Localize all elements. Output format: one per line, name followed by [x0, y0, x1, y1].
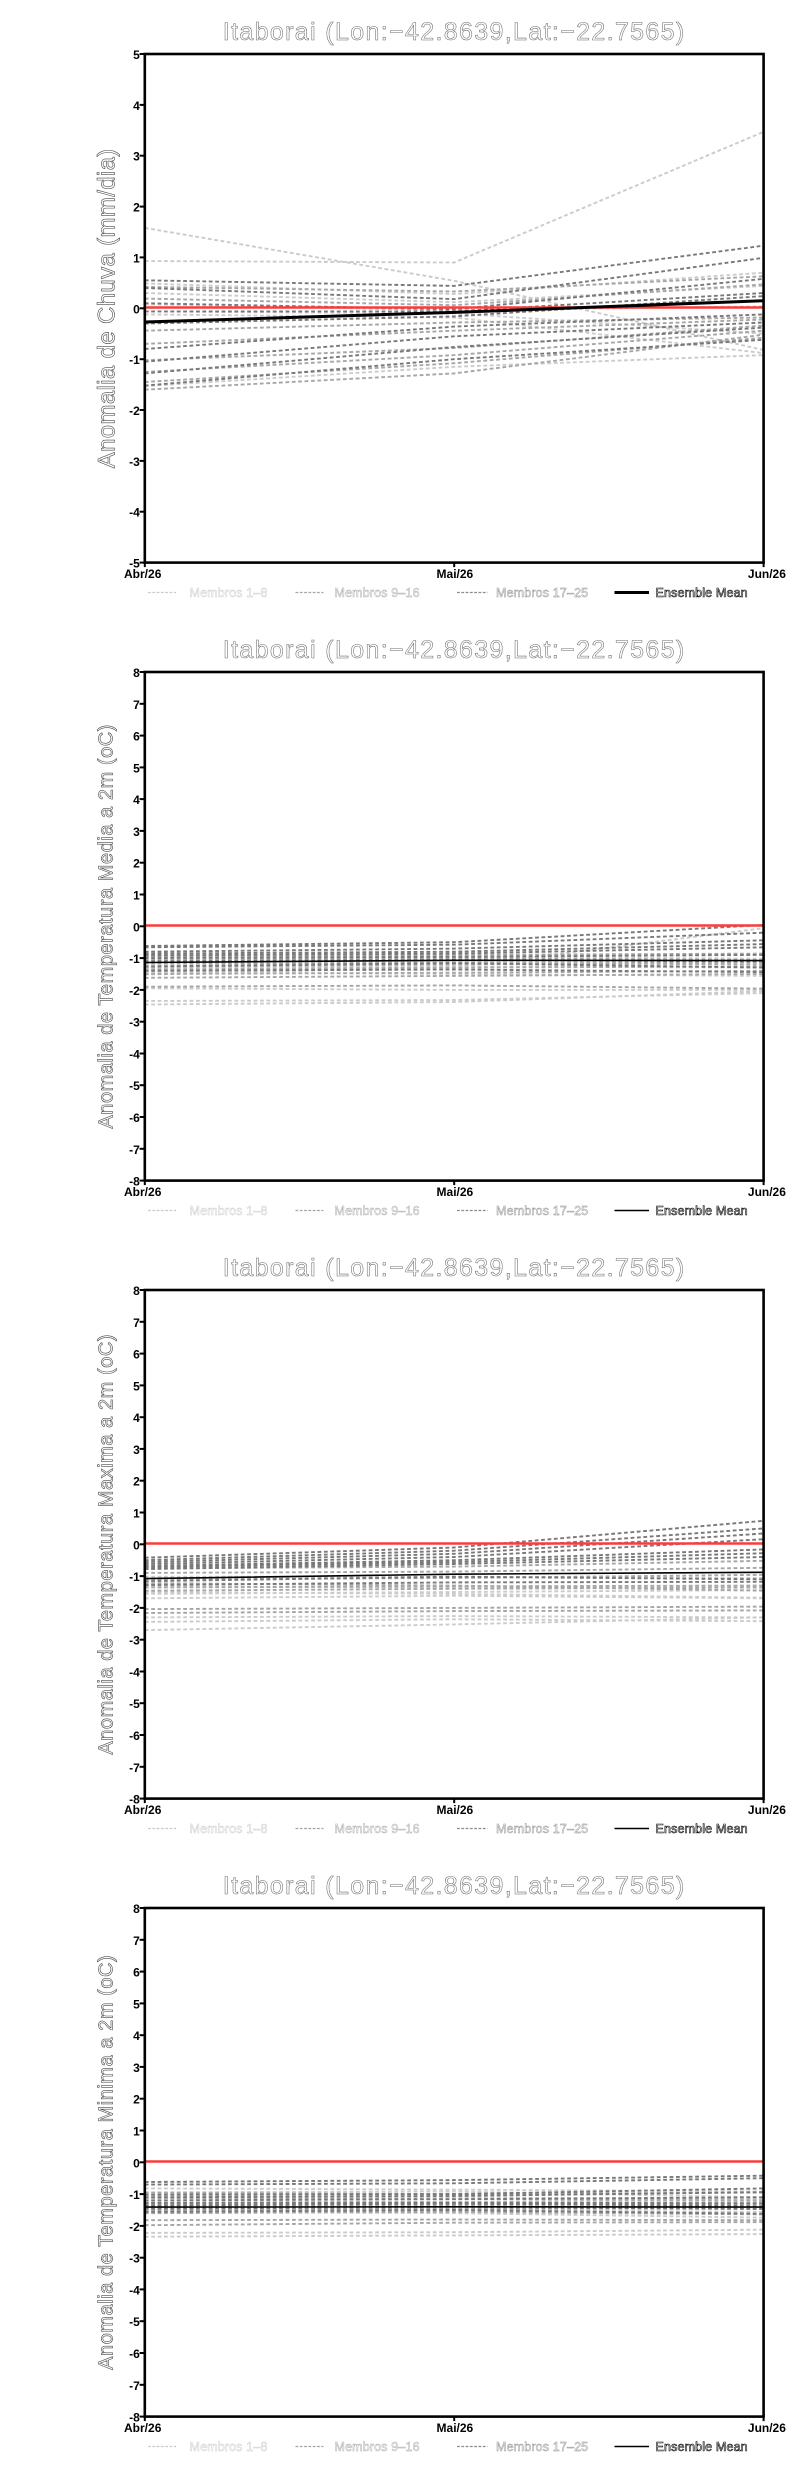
svg-text:7: 7	[133, 1316, 140, 1330]
svg-text:8: 8	[133, 1902, 140, 1916]
svg-text:8: 8	[133, 1284, 140, 1298]
svg-text:5: 5	[133, 1379, 140, 1393]
svg-text:Anomalia de Chuva (mm/dia): Anomalia de Chuva (mm/dia)	[94, 148, 121, 468]
svg-text:Jun/26: Jun/26	[748, 1185, 786, 1199]
svg-text:-5: -5	[129, 1697, 140, 1711]
svg-text:-5: -5	[129, 1079, 140, 1093]
svg-text:7: 7	[133, 698, 140, 712]
svg-text:Membros 9–16: Membros 9–16	[335, 1822, 420, 1836]
svg-text:Membros 9–16: Membros 9–16	[335, 586, 420, 600]
svg-text:0: 0	[133, 1538, 140, 1552]
svg-text:Jun/26: Jun/26	[748, 1803, 786, 1817]
svg-text:8: 8	[133, 666, 140, 680]
svg-text:6: 6	[133, 730, 140, 744]
svg-text:-6: -6	[129, 1111, 140, 1125]
svg-text:Mai/26: Mai/26	[437, 2421, 474, 2435]
svg-text:Ensemble Mean: Ensemble Mean	[656, 586, 748, 600]
svg-text:0: 0	[133, 920, 140, 934]
svg-text:1: 1	[133, 251, 140, 265]
svg-text:-2: -2	[129, 404, 140, 418]
svg-text:2: 2	[133, 1475, 140, 1489]
svg-text:6: 6	[133, 1966, 140, 1980]
svg-text:Membros 1–8: Membros 1–8	[190, 1822, 268, 1836]
svg-text:-3: -3	[129, 455, 140, 469]
svg-text:5: 5	[133, 48, 140, 62]
svg-text:Itaborai (Lon:−42.8639,Lat:−22: Itaborai (Lon:−42.8639,Lat:−22.7565)	[223, 18, 686, 46]
svg-text:4: 4	[133, 2029, 140, 2043]
svg-text:-7: -7	[129, 1761, 140, 1775]
svg-text:Anomalia de Temperatura Minima: Anomalia de Temperatura Minima a 2m (oC)	[96, 1955, 118, 2370]
svg-text:Jun/26: Jun/26	[748, 2421, 786, 2435]
svg-text:Mai/26: Mai/26	[437, 1185, 474, 1199]
svg-text:5: 5	[133, 761, 140, 775]
svg-text:Itaborai (Lon:−42.8639,Lat:−22: Itaborai (Lon:−42.8639,Lat:−22.7565)	[223, 636, 686, 664]
svg-text:-5: -5	[129, 557, 140, 571]
svg-text:0: 0	[133, 2156, 140, 2170]
svg-text:4: 4	[133, 99, 140, 113]
svg-text:-4: -4	[129, 1666, 140, 1680]
svg-text:Mai/26: Mai/26	[437, 567, 474, 581]
svg-text:-6: -6	[129, 1729, 140, 1743]
svg-text:-4: -4	[129, 1048, 140, 1062]
svg-text:-1: -1	[129, 353, 140, 367]
svg-text:-7: -7	[129, 2379, 140, 2393]
svg-text:-2: -2	[129, 984, 140, 998]
svg-text:Ensemble Mean: Ensemble Mean	[656, 1204, 748, 1218]
svg-text:4: 4	[133, 793, 140, 807]
svg-text:1: 1	[133, 1507, 140, 1521]
svg-text:0: 0	[133, 302, 140, 316]
svg-text:-3: -3	[129, 2252, 140, 2266]
svg-text:2: 2	[133, 201, 140, 215]
svg-text:4: 4	[133, 1411, 140, 1425]
svg-text:5: 5	[133, 1997, 140, 2011]
svg-text:Membros 1–8: Membros 1–8	[190, 1204, 268, 1218]
svg-text:-5: -5	[129, 2315, 140, 2329]
svg-text:Membros 9–16: Membros 9–16	[335, 1204, 420, 1218]
svg-text:-8: -8	[129, 1175, 140, 1189]
svg-text:-4: -4	[129, 2283, 140, 2297]
svg-text:6: 6	[133, 1348, 140, 1362]
svg-text:-1: -1	[129, 1570, 140, 1584]
svg-text:2: 2	[133, 857, 140, 871]
svg-text:2: 2	[133, 2093, 140, 2107]
svg-text:1: 1	[133, 2125, 140, 2139]
svg-text:Mai/26: Mai/26	[437, 1803, 474, 1817]
svg-text:Itaborai (Lon:−42.8639,Lat:−22: Itaborai (Lon:−42.8639,Lat:−22.7565)	[223, 1872, 686, 1900]
svg-text:-8: -8	[129, 1793, 140, 1807]
svg-text:Membros 17–25: Membros 17–25	[496, 1822, 588, 1836]
svg-text:Anomalia de Temperatura Media: Anomalia de Temperatura Media a 2m (oC)	[96, 724, 118, 1129]
svg-text:Membros 17–25: Membros 17–25	[496, 2440, 588, 2454]
svg-text:-6: -6	[129, 2347, 140, 2361]
svg-text:-3: -3	[129, 1634, 140, 1648]
svg-text:Membros 9–16: Membros 9–16	[335, 2440, 420, 2454]
svg-text:3: 3	[133, 150, 140, 164]
svg-text:Membros 17–25: Membros 17–25	[496, 586, 588, 600]
svg-text:Abr/26: Abr/26	[124, 567, 162, 581]
svg-text:Anomalia de Temperatura Maxima: Anomalia de Temperatura Maxima a 2m (oC)	[96, 1334, 118, 1755]
svg-text:-3: -3	[129, 1016, 140, 1030]
svg-text:3: 3	[133, 825, 140, 839]
svg-text:-2: -2	[129, 1602, 140, 1616]
svg-text:1: 1	[133, 889, 140, 903]
svg-text:-7: -7	[129, 1143, 140, 1157]
svg-text:-1: -1	[129, 952, 140, 966]
svg-text:-1: -1	[129, 2188, 140, 2202]
svg-text:Ensemble Mean: Ensemble Mean	[656, 2440, 748, 2454]
svg-text:-2: -2	[129, 2220, 140, 2234]
svg-text:-8: -8	[129, 2411, 140, 2425]
svg-text:7: 7	[133, 1934, 140, 1948]
svg-text:Membros 1–8: Membros 1–8	[190, 586, 268, 600]
svg-text:3: 3	[133, 2061, 140, 2075]
svg-text:Abr/26: Abr/26	[124, 1803, 162, 1817]
svg-text:-4: -4	[129, 506, 140, 520]
svg-text:Itaborai (Lon:−42.8639,Lat:−22: Itaborai (Lon:−42.8639,Lat:−22.7565)	[223, 1254, 686, 1282]
svg-text:Jun/26: Jun/26	[748, 567, 786, 581]
svg-text:Membros 1–8: Membros 1–8	[190, 2440, 268, 2454]
svg-text:Abr/26: Abr/26	[124, 2421, 162, 2435]
svg-text:Membros 17–25: Membros 17–25	[496, 1204, 588, 1218]
svg-text:3: 3	[133, 1443, 140, 1457]
svg-text:Ensemble Mean: Ensemble Mean	[656, 1822, 748, 1836]
svg-text:Abr/26: Abr/26	[124, 1185, 162, 1199]
